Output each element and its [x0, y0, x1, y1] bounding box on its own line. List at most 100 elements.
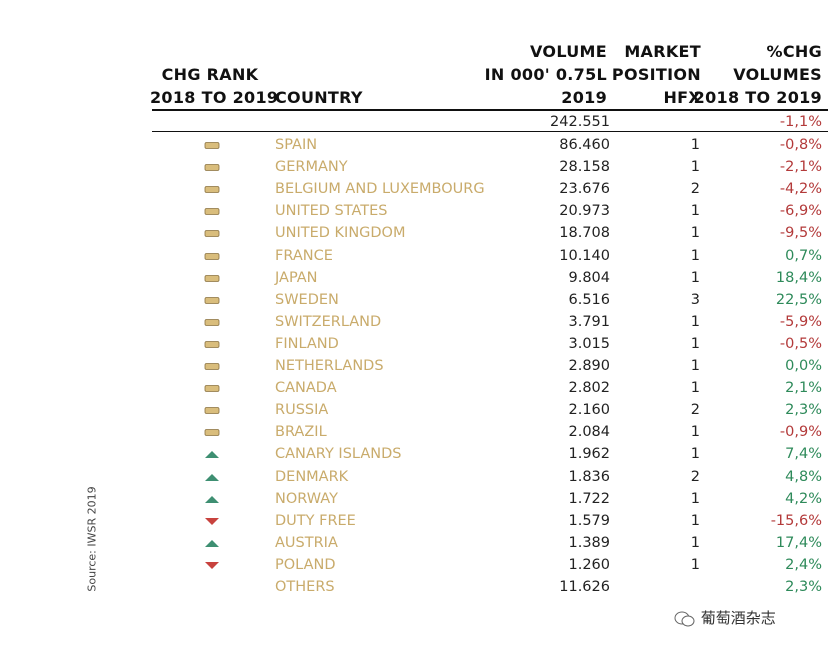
- position: 2: [690, 402, 700, 419]
- position: 1: [690, 490, 700, 507]
- volume: 1.579: [568, 512, 610, 529]
- rank-shape: [204, 363, 220, 370]
- rank-icon: [204, 274, 220, 282]
- country: CANADA: [275, 380, 337, 397]
- country: UNITED KINGDOM: [275, 225, 406, 242]
- position: 1: [690, 313, 700, 330]
- volume: 20.973: [559, 203, 610, 220]
- header-position: HFX: [663, 88, 701, 107]
- header-rule: [152, 109, 828, 111]
- volume: 1.389: [568, 534, 610, 551]
- rank-icon: [204, 208, 220, 216]
- rank-icon: [205, 517, 219, 525]
- change: -0,8%: [779, 137, 822, 153]
- volume: 28.158: [559, 159, 610, 176]
- position: 1: [690, 159, 700, 176]
- change: -2,1%: [779, 159, 822, 176]
- header-volume: 2019: [561, 88, 607, 107]
- volume: 2.890: [568, 358, 610, 374]
- rank-icon: [205, 451, 219, 459]
- position: 1: [690, 137, 700, 153]
- country: DENMARK: [275, 468, 349, 485]
- header-position: MARKET: [624, 42, 701, 61]
- volume: 23.676: [559, 181, 610, 198]
- volume: 1.962: [568, 446, 610, 463]
- rank-icon: [204, 407, 220, 415]
- volume: 2.802: [568, 380, 610, 397]
- country: RUSSIA: [275, 402, 329, 419]
- rank-icon: [204, 363, 220, 370]
- country: SWITZERLAND: [275, 313, 382, 330]
- position: 1: [690, 358, 700, 374]
- country: FINLAND: [275, 335, 339, 352]
- position: 1: [690, 335, 700, 352]
- rank-icon: [204, 340, 220, 348]
- rank-shape: [204, 186, 220, 194]
- rank-shape: [205, 495, 219, 503]
- change: -5,9%: [779, 313, 822, 330]
- header-volume: VOLUME: [530, 42, 607, 61]
- rank-icon: [204, 164, 220, 171]
- volume: 2.160: [568, 402, 610, 419]
- country: GERMANY: [275, 159, 348, 176]
- rank-shape: [205, 539, 219, 547]
- change: -0,9%: [779, 424, 822, 441]
- position: 1: [690, 225, 700, 242]
- rank-icon: [204, 142, 220, 149]
- rank-shape: [204, 429, 220, 437]
- rank-shape: [204, 296, 220, 304]
- rank-shape: [204, 142, 220, 149]
- rank-icon: [204, 429, 220, 437]
- header-rank: CHG RANK: [161, 65, 259, 84]
- change: 22,5%: [775, 291, 822, 308]
- rank-shape: [204, 164, 220, 171]
- watermark-text: 葡萄酒杂志: [700, 609, 776, 627]
- country: UNITED STATES: [275, 203, 388, 220]
- header-change: %CHG: [766, 42, 822, 61]
- change: -9,5%: [779, 225, 822, 242]
- volume: 18.708: [559, 225, 610, 242]
- country: POLAND: [275, 556, 336, 573]
- volume: 3.015: [568, 335, 610, 352]
- rank-icon: [204, 252, 220, 260]
- change: -15,6%: [770, 512, 822, 529]
- rank-shape: [205, 473, 219, 481]
- position: 1: [690, 247, 700, 264]
- country: DUTY FREE: [275, 512, 356, 529]
- volume: 6.516: [568, 291, 610, 308]
- rank-icon: [204, 230, 220, 238]
- wechat-icon: [674, 611, 695, 626]
- header-country: COUNTRY: [275, 88, 363, 107]
- rank-shape: [204, 318, 220, 326]
- position: 2: [690, 468, 700, 485]
- country: BRAZIL: [275, 424, 327, 441]
- country: NORWAY: [275, 490, 338, 507]
- header-change: VOLUMES: [733, 65, 822, 84]
- country: FRANCE: [275, 247, 333, 264]
- change: 18,4%: [775, 269, 822, 286]
- rank-shape: [204, 385, 220, 392]
- country: OTHERS: [275, 579, 335, 595]
- change: -4,2%: [779, 181, 822, 198]
- country: AUSTRIA: [275, 534, 338, 551]
- rank-shape: [204, 340, 220, 348]
- rank-shape: [205, 451, 219, 459]
- rank-shape: [204, 208, 220, 216]
- rank-icon: [205, 495, 219, 503]
- rank-shape: [205, 517, 219, 525]
- country: JAPAN: [275, 269, 318, 286]
- country: SWEDEN: [275, 291, 339, 308]
- header-change: 2018 TO 2019: [693, 88, 822, 107]
- volume: 3.791: [568, 313, 610, 330]
- change: 7,4%: [785, 446, 822, 463]
- volume: 11.626: [559, 579, 610, 595]
- position: 3: [690, 291, 700, 308]
- position: 1: [690, 424, 700, 441]
- header-volume: IN 000' 0.75L: [484, 65, 607, 84]
- total-volume: 242.551: [550, 114, 610, 130]
- position: 1: [690, 269, 700, 286]
- change: 2,4%: [785, 556, 822, 573]
- volume: 10.140: [559, 247, 610, 264]
- rank-shape: [204, 230, 220, 238]
